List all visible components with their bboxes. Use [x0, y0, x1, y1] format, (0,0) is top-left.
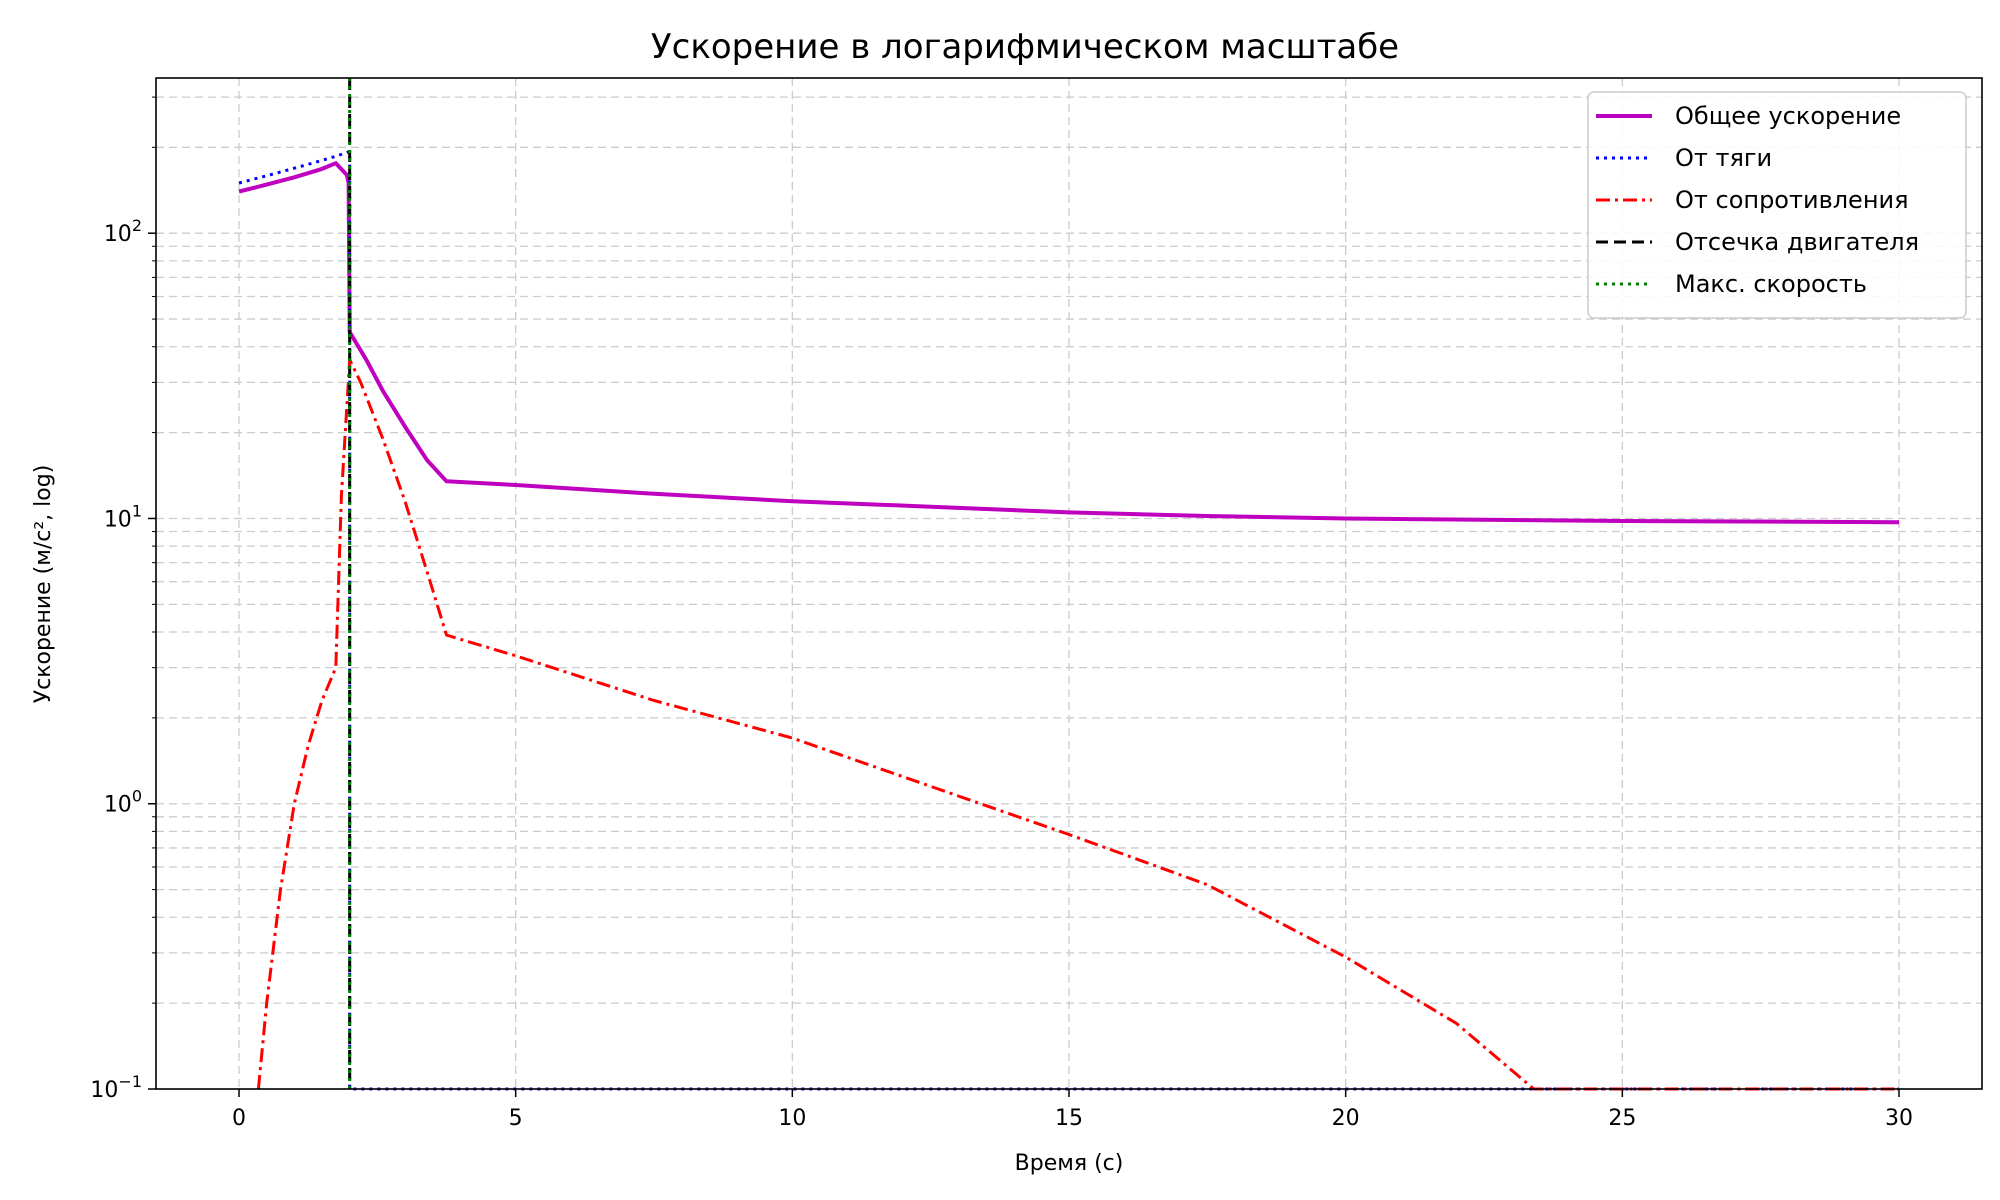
y-tick-label: 10−1	[90, 1072, 142, 1103]
y-tick-label: 100	[104, 787, 142, 818]
legend-box	[1587, 91, 1967, 319]
x-tick-label: 10	[778, 1106, 806, 1131]
series-line-1	[238, 161, 1900, 525]
x-tick-label: 25	[1608, 1106, 1636, 1131]
x-axis-title: Время (с)	[1015, 1151, 1124, 1176]
ticks-layer: 0 5 10 15 20 25 30 10−1 100 101 102	[90, 96, 1913, 1131]
y-tick-label: 102	[104, 216, 142, 247]
y-tick-label: 101	[104, 501, 142, 532]
legend-label-1: Общее ускорение	[1675, 102, 1901, 130]
y-axis-title: Ускорение (м/с², log)	[31, 465, 56, 704]
legend-label-5: Макс. скорость	[1675, 270, 1867, 298]
x-tick-label: 5	[509, 1106, 523, 1131]
series-layer	[238, 78, 1900, 1091]
x-tick-label: 15	[1055, 1106, 1083, 1131]
legend: Общее ускорение От тяги От сопротивления От…	[1587, 91, 1967, 319]
x-tick-label: 20	[1332, 1106, 1360, 1131]
legend-label-2: От тяги	[1675, 144, 1772, 172]
x-tick-label: 0	[232, 1106, 246, 1131]
chart-title: Ускорение в логарифмическом масштабе	[651, 27, 1399, 67]
x-tick-label: 30	[1885, 1106, 1913, 1131]
legend-label-3: От сопротивления	[1675, 186, 1909, 214]
legend-label-4: Отсечка двигателя	[1675, 228, 1919, 256]
series-line-3	[256, 358, 1899, 1091]
